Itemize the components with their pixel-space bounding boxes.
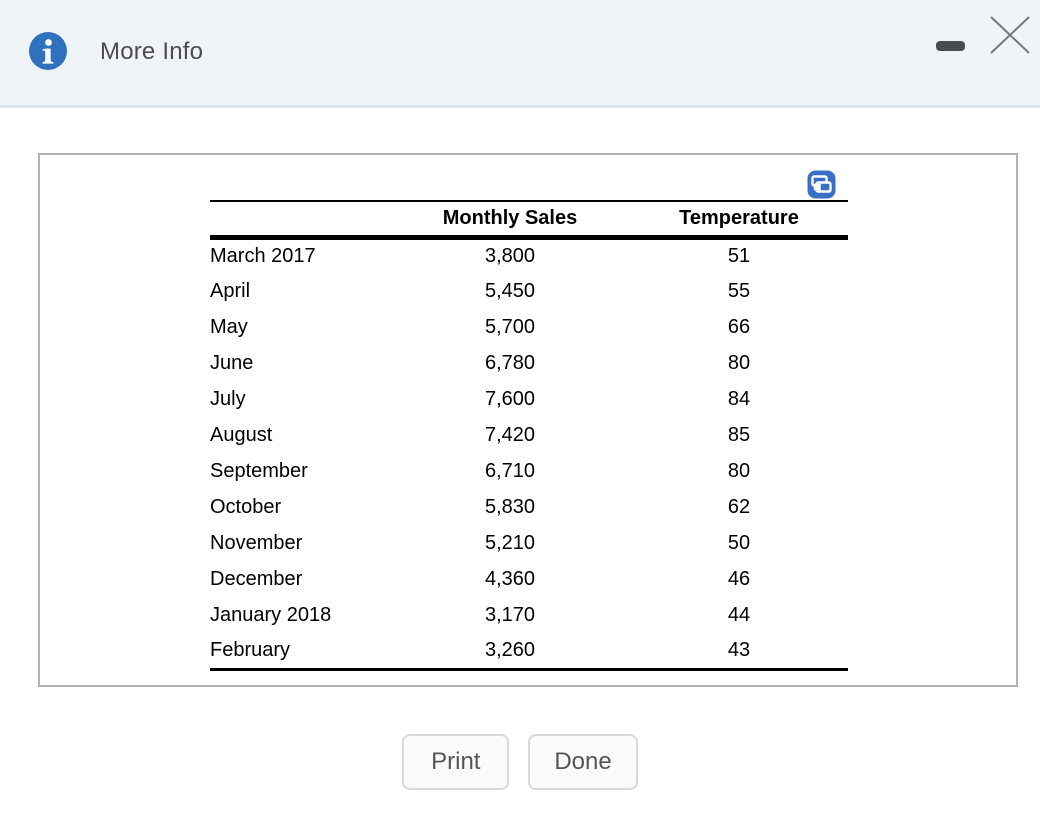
month-cell: May bbox=[210, 315, 248, 338]
table-row: February 3,260 43 bbox=[210, 633, 848, 669]
month-cell: March 2017 bbox=[210, 244, 316, 267]
month-cell: October bbox=[210, 495, 282, 518]
close-icon bbox=[990, 16, 1030, 54]
sales-column-header: Monthly Sales bbox=[442, 206, 578, 229]
content-panel: Monthly Sales Temperature March 2017 3,80… bbox=[38, 153, 1018, 687]
close-button[interactable] bbox=[985, 12, 1035, 60]
table-row: May 5,700 66 bbox=[210, 309, 848, 345]
table-row: March 2017 3,800 51 bbox=[210, 237, 848, 273]
temp-cell: 85 bbox=[727, 423, 751, 446]
sales-cell: 6,780 bbox=[484, 351, 536, 374]
table-row: September 6,710 80 bbox=[210, 453, 848, 489]
minimize-icon bbox=[935, 41, 965, 51]
sales-cell: 3,260 bbox=[484, 638, 536, 661]
table-row: April 5,450 55 bbox=[210, 273, 848, 309]
sales-cell: 3,170 bbox=[484, 603, 536, 626]
table-row: November 5,210 50 bbox=[210, 525, 848, 561]
minimize-button[interactable] bbox=[930, 34, 970, 58]
copy-button[interactable] bbox=[807, 170, 836, 199]
sales-cell: 5,210 bbox=[484, 531, 536, 554]
temperature-column-header: Temperature bbox=[679, 206, 799, 229]
sales-cell: 3,800 bbox=[484, 244, 536, 267]
temp-cell: 84 bbox=[727, 387, 751, 410]
temp-cell: 50 bbox=[727, 531, 751, 554]
sales-cell: 7,420 bbox=[484, 423, 536, 446]
table-row: January 2018 3,170 44 bbox=[210, 597, 848, 633]
temp-cell: 51 bbox=[727, 244, 751, 267]
month-cell: July bbox=[210, 387, 246, 410]
sales-cell: 5,450 bbox=[484, 279, 536, 302]
dialog-button-row: Print Done bbox=[0, 734, 1040, 790]
sales-cell: 4,360 bbox=[484, 567, 536, 590]
table-row: December 4,360 46 bbox=[210, 561, 848, 597]
month-cell: February bbox=[210, 638, 291, 661]
print-button[interactable]: Print bbox=[402, 734, 510, 790]
month-column-header bbox=[210, 201, 390, 237]
sales-cell: 6,710 bbox=[484, 459, 536, 482]
table-row: August 7,420 85 bbox=[210, 417, 848, 453]
temp-cell: 80 bbox=[727, 459, 751, 482]
temp-cell: 44 bbox=[727, 603, 751, 626]
month-cell: January 2018 bbox=[210, 603, 332, 626]
month-cell: November bbox=[210, 531, 303, 554]
month-cell: December bbox=[210, 567, 303, 590]
sales-cell: 7,600 bbox=[484, 387, 536, 410]
temp-cell: 62 bbox=[727, 495, 751, 518]
table-row: June 6,780 80 bbox=[210, 345, 848, 381]
month-cell: September bbox=[210, 459, 308, 482]
table-row: July 7,600 84 bbox=[210, 381, 848, 417]
data-table: Monthly Sales Temperature March 2017 3,80… bbox=[210, 200, 848, 671]
month-cell: August bbox=[210, 423, 273, 446]
temp-cell: 43 bbox=[727, 638, 751, 661]
table-header-row: Monthly Sales Temperature bbox=[210, 201, 848, 237]
copy-icon bbox=[807, 170, 836, 199]
temp-cell: 55 bbox=[727, 279, 751, 302]
sales-cell: 5,830 bbox=[484, 495, 536, 518]
temp-cell: 66 bbox=[727, 315, 751, 338]
sales-cell: 5,700 bbox=[484, 315, 536, 338]
table-row: October 5,830 62 bbox=[210, 489, 848, 525]
info-icon bbox=[29, 32, 67, 70]
month-cell: June bbox=[210, 351, 254, 374]
temp-cell: 80 bbox=[727, 351, 751, 374]
temp-cell: 46 bbox=[727, 567, 751, 590]
month-cell: April bbox=[210, 279, 251, 302]
dialog-titlebar: More Info bbox=[0, 0, 1040, 108]
table-body: March 2017 3,800 51 April 5,450 55 May 5,700 66 J… bbox=[210, 237, 848, 669]
dialog-title: More Info bbox=[100, 38, 204, 65]
done-button[interactable]: Done bbox=[528, 734, 638, 790]
